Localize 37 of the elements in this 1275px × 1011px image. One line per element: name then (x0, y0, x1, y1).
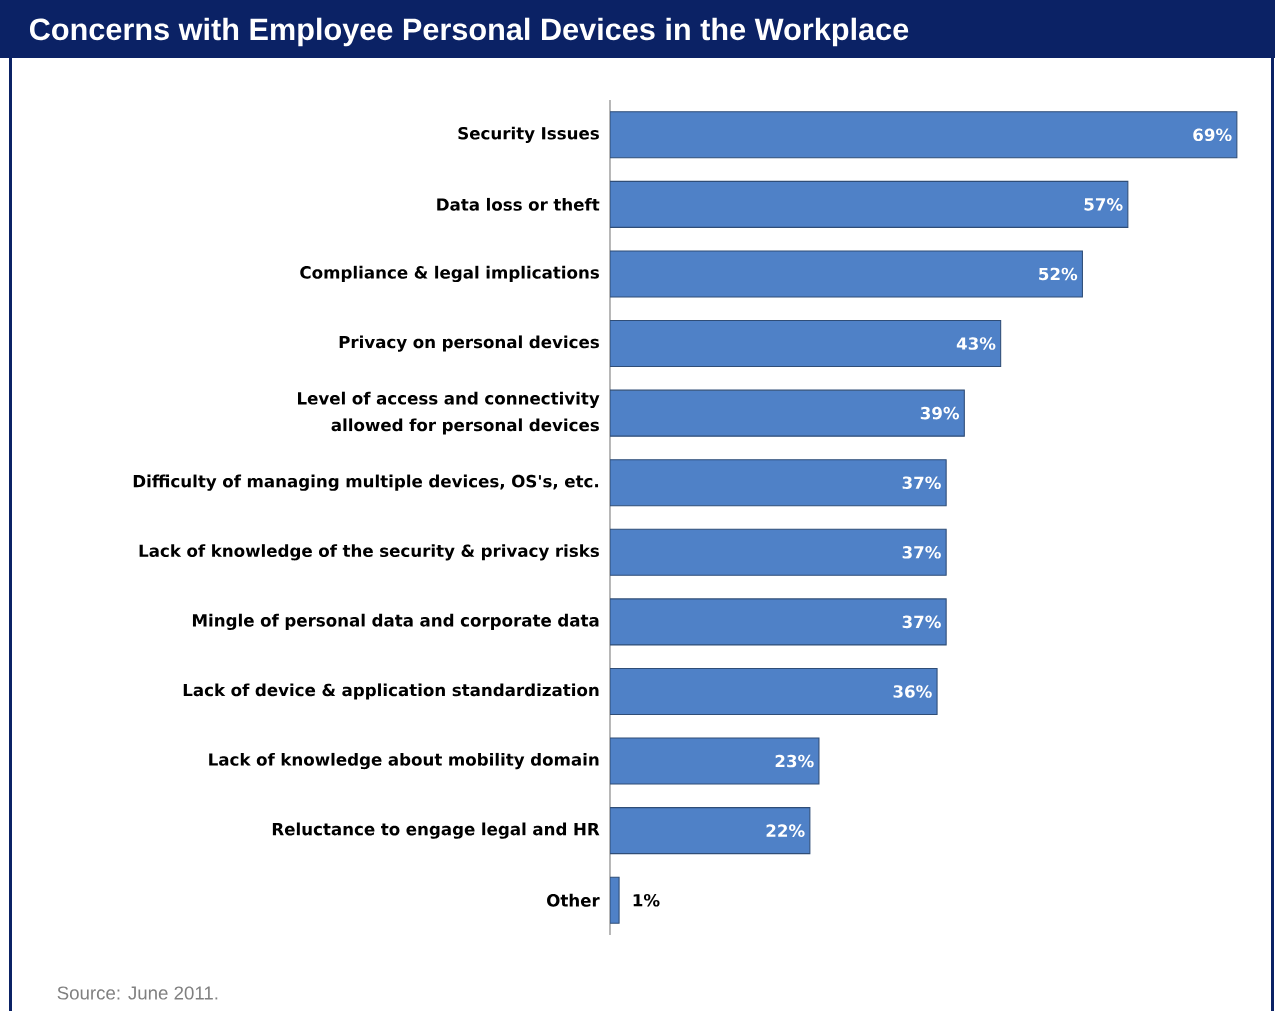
bar (610, 598, 947, 646)
data-label: 1% (633, 893, 660, 907)
y-tick-label: Lack of device & application standardization (183, 683, 599, 700)
data-label: 36% (893, 685, 932, 698)
y-tick-label: Level of access and connectivity allowed for personal devices (298, 391, 600, 435)
data-label: 69% (1193, 128, 1232, 142)
data-label: 57% (1084, 198, 1123, 211)
y-tick-label: Other (547, 893, 600, 907)
y-tick-label: Lack of knowledge of the security & privacy risks (139, 544, 599, 561)
bar (610, 737, 820, 785)
data-label: 37% (902, 545, 941, 559)
bar (610, 528, 947, 576)
y-tick-label: Privacy on personal devices (339, 335, 599, 352)
bar (610, 250, 1083, 298)
y-tick-label: Compliance & legal implications (300, 265, 599, 283)
bar (610, 180, 1129, 228)
source-note: Source: June 2011. (57, 986, 218, 1000)
y-tick-label: Lack of knowledge about mobility domain (209, 752, 599, 770)
data-label: 23% (775, 754, 814, 768)
bar (610, 320, 1002, 368)
data-label: 43% (956, 337, 996, 350)
bar (610, 111, 1238, 159)
y-tick-label: Reluctance to engage legal and HR (272, 822, 600, 839)
bar (610, 807, 811, 855)
data-label: 39% (920, 406, 960, 420)
data-label: 37% (902, 476, 941, 490)
chart-title: Concerns with Employee Personal Devices in the Workplace (29, 17, 909, 47)
data-label: 52% (1039, 267, 1078, 281)
y-tick-label: Data loss or theft (437, 197, 600, 211)
bar (610, 389, 965, 437)
y-tick-label: Security Issues (458, 126, 599, 143)
bar (610, 459, 947, 507)
data-label: 22% (766, 824, 805, 837)
y-tick-label: Mingle of personal data and corporate data (192, 613, 599, 631)
y-tick-label: Difficulty of managing multiple devices, OS's, etc. (133, 474, 599, 491)
bar (610, 667, 938, 716)
data-label: 37% (902, 615, 941, 629)
